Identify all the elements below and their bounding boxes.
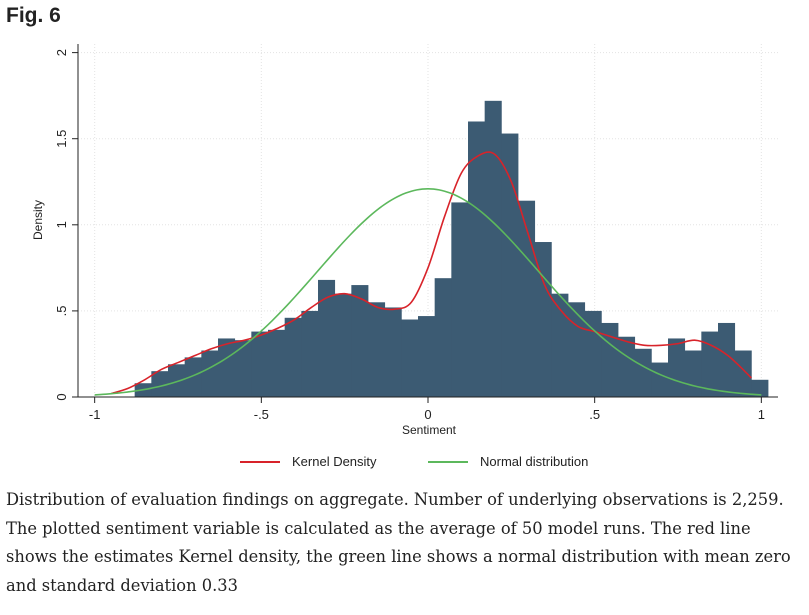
histogram-bar: [484, 100, 502, 397]
histogram-bar: [718, 322, 736, 397]
legend-label: Normal distribution: [480, 454, 588, 469]
x-tick-label: 0: [424, 407, 431, 422]
histogram-bar: [434, 278, 452, 397]
histogram-bar: [618, 336, 636, 397]
axes: -1 -.5 0 .5 1 0 .5 1 1.5 2: [54, 44, 778, 422]
histogram-bar: [284, 317, 302, 397]
histogram-bars: [134, 100, 769, 398]
histogram-bar: [334, 293, 352, 397]
histogram-bar: [634, 348, 652, 397]
figure-caption: Distribution of evaluation findings on a…: [6, 490, 791, 595]
histogram-bar: [201, 350, 219, 397]
chart: -1 -.5 0 .5 1 0 .5 1 1.5 2 Density Sentiment Kern…: [31, 43, 779, 469]
histogram-bar: [651, 362, 669, 397]
histogram-bar: [318, 279, 336, 397]
figure-label: Fig. 6: [6, 4, 61, 27]
histogram-bar: [568, 302, 586, 397]
x-axis-label: Sentiment: [402, 423, 457, 437]
y-tick-label: 2: [54, 49, 69, 56]
histogram-bar: [668, 338, 686, 397]
y-tick-label: .5: [54, 305, 69, 316]
histogram-bar: [218, 338, 236, 397]
histogram-bar: [734, 350, 752, 397]
histogram-bar: [351, 285, 369, 397]
histogram-bar: [418, 316, 436, 397]
y-axis-label: Density: [31, 200, 45, 240]
kernel-density-line: [111, 151, 752, 395]
x-tick-label: -1: [89, 407, 101, 422]
histogram-bar: [451, 202, 469, 397]
histogram-bar: [368, 302, 386, 397]
legend: Kernel Density Normal distribution: [240, 454, 588, 469]
normal-distribution-line: [94, 188, 762, 396]
histogram-bar: [301, 310, 319, 397]
histogram-bar: [168, 364, 186, 397]
histogram-bar: [684, 350, 702, 397]
x-tick-label: 1: [758, 407, 765, 422]
histogram-bar: [468, 121, 486, 398]
y-tick-label: 0: [54, 393, 69, 400]
histogram-bar: [501, 133, 519, 398]
histogram-bar: [518, 200, 536, 397]
histogram-bar: [184, 357, 202, 397]
y-tick-label: 1: [54, 221, 69, 228]
y-tick-label: 1.5: [54, 130, 69, 148]
histogram-bar: [401, 319, 419, 397]
histogram-bar: [551, 293, 569, 397]
histogram-bar: [384, 307, 402, 397]
x-tick-label: -.5: [254, 407, 269, 422]
legend-label: Kernel Density: [292, 454, 377, 469]
x-tick-label: .5: [589, 407, 600, 422]
histogram-bar: [234, 340, 252, 397]
histogram-bar: [151, 371, 169, 397]
histogram-bar: [268, 329, 286, 397]
density-lines: [94, 151, 762, 396]
histogram-bar: [751, 379, 769, 397]
histogram-bar: [701, 331, 719, 397]
histogram-bar: [251, 331, 269, 397]
